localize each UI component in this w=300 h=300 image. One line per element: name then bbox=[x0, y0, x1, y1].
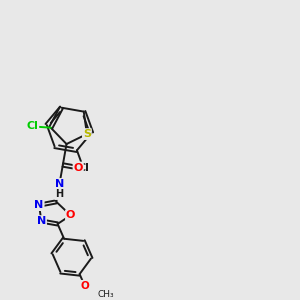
Text: Cl: Cl bbox=[26, 122, 38, 131]
Text: CH₃: CH₃ bbox=[98, 290, 114, 299]
Text: S: S bbox=[83, 129, 91, 139]
Text: N: N bbox=[55, 179, 64, 189]
Text: O: O bbox=[74, 163, 83, 173]
Text: H: H bbox=[55, 189, 63, 199]
Text: O: O bbox=[66, 210, 75, 220]
Text: N: N bbox=[37, 216, 46, 226]
Text: N: N bbox=[34, 200, 44, 210]
Text: Cl: Cl bbox=[77, 163, 89, 172]
Text: O: O bbox=[80, 281, 89, 291]
